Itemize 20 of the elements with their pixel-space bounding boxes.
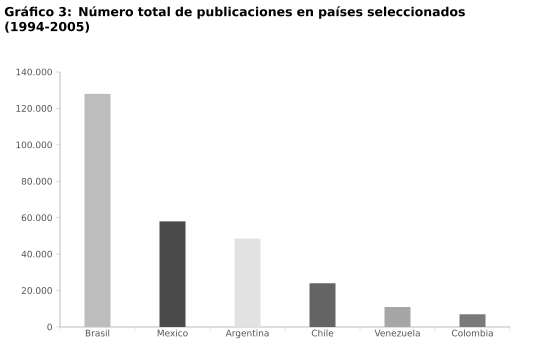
bar bbox=[460, 314, 486, 327]
bar bbox=[234, 238, 261, 327]
bar bbox=[384, 306, 411, 327]
y-tick-label: 60.000 bbox=[22, 214, 52, 222]
y-tick-label: 0 bbox=[47, 324, 52, 330]
x-tick-label: Venezuela bbox=[374, 330, 420, 336]
y-tick-label: 100.000 bbox=[16, 141, 52, 148]
x-tick-label: Argentina bbox=[226, 330, 269, 338]
x-tick-label: Colombia bbox=[452, 330, 493, 336]
x-tick-label: Mexico bbox=[158, 330, 188, 336]
y-tick-label: 80.000 bbox=[22, 178, 52, 185]
y-tick-label: 120.000 bbox=[16, 105, 52, 112]
x-tick-label: Chile bbox=[312, 330, 334, 336]
x-tick-label: Brasil bbox=[86, 330, 110, 336]
y-tick-label: 140.000 bbox=[16, 68, 52, 76]
bar bbox=[310, 283, 336, 327]
y-tick-label: 40.000 bbox=[22, 250, 52, 258]
bar bbox=[84, 94, 111, 327]
chart-title: Gráfico 3: Número total de publicaciones en países seleccionados (1994-2005) bbox=[4, 6, 465, 33]
y-tick-label: 20.000 bbox=[22, 287, 52, 294]
